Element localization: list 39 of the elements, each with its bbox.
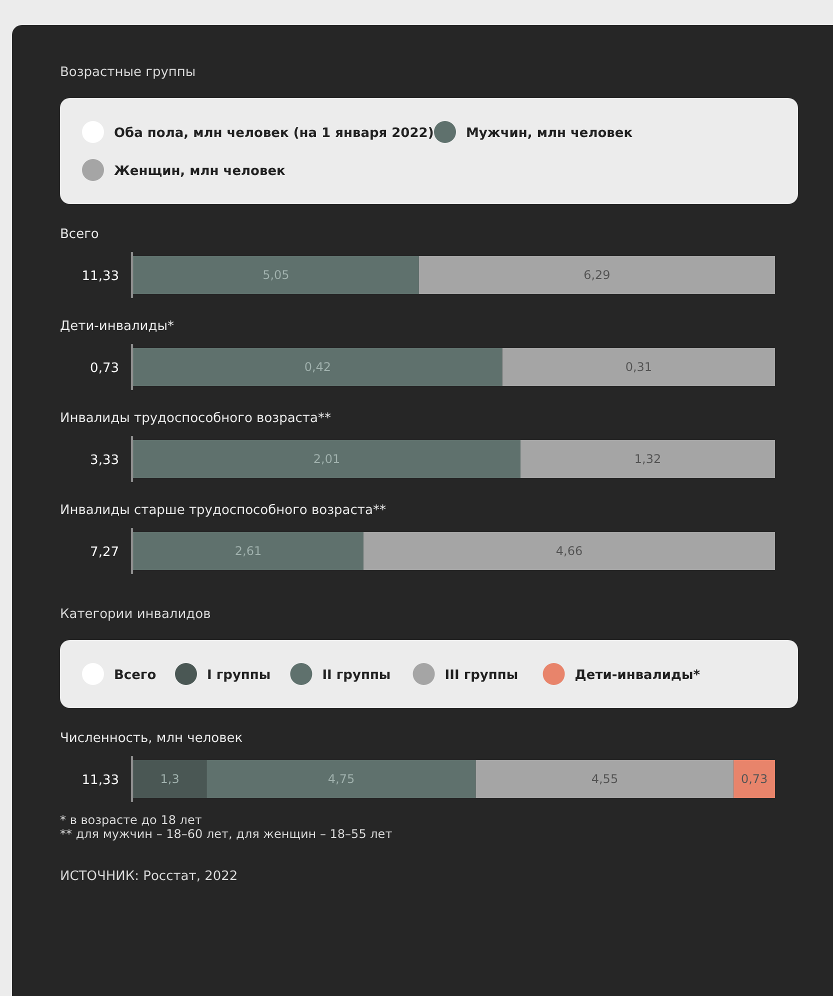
data-label: 2,61 <box>234 544 262 558</box>
data-label: 2,01 <box>313 452 340 466</box>
data-label: 4,75 <box>328 772 355 786</box>
chart-title: Категории инвалидов <box>60 607 211 622</box>
bar <box>133 760 207 798</box>
data-label: 0,31 <box>625 360 652 374</box>
data-label: 4,55 <box>591 772 618 786</box>
data-label: 1,3 <box>160 772 180 786</box>
y-tick-label: Дети-инвалиды* <box>60 319 174 334</box>
legend-label: III группы <box>444 668 518 683</box>
text: ИСТОЧНИК: Росстат, 2022 <box>60 869 238 884</box>
data-label: 0,73 <box>740 772 768 786</box>
data-label: 5,05 <box>262 268 290 282</box>
data-label: 4,66 <box>556 544 583 558</box>
total-label: 0,73 <box>90 361 119 376</box>
legend-label: Всего <box>114 668 156 683</box>
legend-label: II группы <box>322 668 391 683</box>
data-label: 6,29 <box>584 268 610 282</box>
legend-label: Женщин, млн человек <box>114 164 286 179</box>
legend-label: Дети-инвалиды* <box>574 668 700 683</box>
legend-label: I группы <box>207 668 271 683</box>
total-label: 3,33 <box>90 453 119 468</box>
y-tick-label: Инвалиды трудоспособного возраста** <box>60 411 332 426</box>
bar <box>734 760 775 798</box>
legend-label: Мужчин, млн человек <box>466 126 633 141</box>
y-tick-label: Численность, млн человек <box>60 731 243 746</box>
total-label: 11,33 <box>82 269 119 284</box>
total-label: 7,27 <box>90 545 119 560</box>
y-tick-label: Инвалиды старше трудоспособного возраста** <box>60 503 386 518</box>
data-label: 0,42 <box>304 360 332 374</box>
text: * в возрасте до 18 лет <box>60 813 202 827</box>
text: ** для мужчин – 18–60 лет, для женщин – 18–55 лет <box>60 827 392 841</box>
bar <box>476 760 734 798</box>
legend-label: Оба пола, млн человек (на 1 января 2022) <box>114 126 434 141</box>
y-tick-label: Всего <box>60 227 99 242</box>
chart-title: Возрастные группы <box>60 65 196 80</box>
total-label: 11,33 <box>82 773 119 788</box>
data-label: 1,32 <box>634 452 662 466</box>
bar <box>206 760 476 798</box>
